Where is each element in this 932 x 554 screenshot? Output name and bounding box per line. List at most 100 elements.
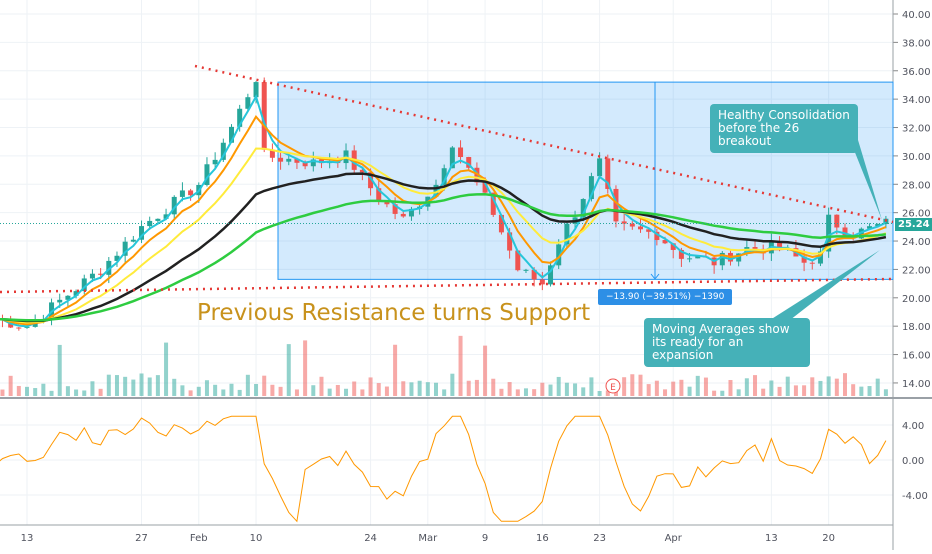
volume-bar [679, 379, 684, 396]
volume-bar [311, 385, 316, 396]
candle-body [368, 172, 374, 189]
x-tick-label: Feb [190, 533, 208, 544]
candle-body [801, 256, 807, 263]
candle-body [130, 239, 136, 242]
candle-body [474, 167, 480, 183]
candle-body [867, 226, 873, 229]
volume-bar [712, 390, 717, 396]
candle-body [490, 192, 496, 215]
volume-bar [581, 387, 586, 396]
candle-body [237, 108, 243, 127]
candle-body [809, 262, 815, 264]
candle-body [597, 158, 603, 177]
oscillator-tick-label: 0.00 [902, 456, 924, 467]
volume-bar [401, 381, 406, 396]
candle-body [662, 240, 668, 244]
candle-body [98, 273, 104, 275]
candle-body [548, 265, 554, 285]
candle-body [359, 169, 365, 173]
volume-bar [245, 374, 250, 396]
candle-body [687, 258, 693, 260]
candle-body [384, 201, 390, 205]
candle-body [122, 241, 128, 256]
candle-body [155, 218, 161, 221]
candle-body [81, 278, 87, 292]
x-tick-label: 23 [593, 533, 606, 544]
volume-bar [270, 384, 275, 396]
candle-body [826, 214, 832, 252]
earnings-marker: E [610, 383, 616, 393]
volume-bar [638, 374, 643, 396]
volume-bar [851, 384, 856, 396]
price-tick-label: 14.00 [902, 379, 931, 390]
volume-bar [818, 380, 823, 396]
volume-bar [196, 386, 201, 396]
volume-bar [344, 388, 349, 396]
candle-body [646, 229, 652, 232]
candle-body [229, 126, 234, 143]
x-tick-label: Apr [665, 533, 683, 544]
candle-body [278, 157, 284, 162]
price-tick-label: 16.00 [902, 351, 931, 362]
volume-bar [155, 375, 160, 396]
callout-line: its ready for an expansion [652, 335, 744, 362]
candle-body [752, 247, 758, 249]
candle-body [777, 241, 783, 249]
candle-body [695, 256, 701, 259]
volume-bar [573, 383, 578, 396]
volume-bar [859, 386, 864, 396]
volume-bar [753, 375, 758, 396]
volume-bar [728, 380, 733, 396]
volume-bar [425, 382, 430, 396]
candle-body [678, 249, 684, 259]
volume-bar [98, 388, 103, 396]
volume-bar [515, 389, 520, 396]
volume-bar [106, 374, 111, 396]
price-tick-label: 34.00 [902, 95, 931, 106]
candle-body [261, 82, 267, 150]
volume-bar [139, 373, 144, 396]
volume-bar [777, 386, 782, 396]
candle-body [531, 269, 537, 280]
candle-body [621, 221, 627, 224]
candle-body [858, 228, 864, 239]
volume-bar [74, 389, 79, 396]
candle-body [539, 279, 545, 285]
volume-bar [687, 386, 692, 396]
volume-bar [802, 385, 807, 396]
candle-body [408, 208, 414, 217]
volume-bar [442, 389, 447, 396]
price-tick-label: 28.00 [902, 180, 931, 191]
volume-bar [695, 375, 700, 396]
volume-bar [867, 386, 872, 396]
candle-body [842, 227, 848, 236]
candle-body [106, 260, 112, 275]
x-tick-label: 13 [765, 533, 778, 544]
volume-bar [654, 380, 659, 396]
volume-bar [532, 389, 537, 396]
callout-pointer [850, 140, 882, 220]
volume-bar [180, 385, 185, 396]
candle-body [670, 243, 676, 250]
candle-body [24, 326, 30, 328]
support-trendline [0, 277, 894, 294]
candle-body [588, 176, 594, 200]
volume-bar [720, 390, 725, 396]
volume-bar [785, 376, 790, 396]
price-tick-label: 20.00 [902, 294, 931, 305]
volume-bar [8, 375, 13, 396]
candle-body [482, 182, 488, 193]
candle-body [114, 255, 120, 261]
candle-body [171, 196, 177, 215]
volume-bar [499, 388, 504, 396]
volume-bar [409, 382, 414, 396]
volume-bar [384, 386, 389, 396]
callout-line: Moving Averages show [652, 322, 790, 336]
volume-bar [65, 386, 70, 396]
moving-average-line [0, 193, 887, 322]
price-tick-label: 38.00 [902, 38, 931, 49]
candle-body [179, 190, 185, 197]
candle-body [580, 199, 586, 218]
